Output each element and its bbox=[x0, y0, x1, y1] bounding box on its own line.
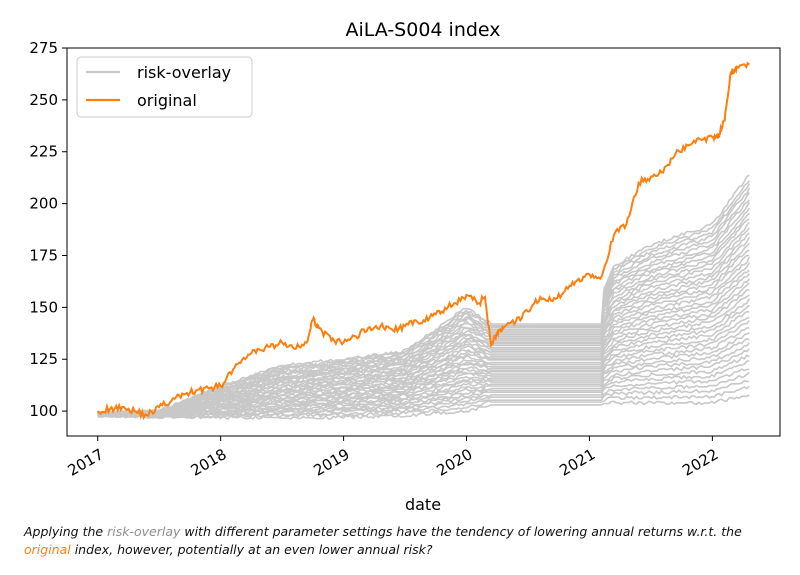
x-tick-label: 2022 bbox=[679, 445, 721, 480]
y-tick-label: 125 bbox=[29, 350, 58, 368]
y-tick-label: 150 bbox=[29, 298, 58, 316]
legend-box bbox=[76, 56, 253, 118]
legend-risk-overlay-label: risk-overlay bbox=[137, 63, 231, 82]
risk-overlay-line bbox=[97, 256, 751, 416]
risk-overlay-line bbox=[97, 379, 750, 419]
risk-overlay-line bbox=[97, 174, 750, 415]
risk-overlay-line bbox=[97, 298, 751, 418]
x-tick-label: 2018 bbox=[188, 445, 230, 480]
legend-original-label: original bbox=[137, 91, 197, 110]
plot-frame bbox=[66, 47, 781, 437]
x-axis-label: date bbox=[405, 495, 441, 514]
x-tick-label: 2019 bbox=[311, 445, 353, 480]
caption-part-1: Applying the bbox=[24, 524, 108, 539]
risk-overlay-series bbox=[97, 174, 751, 420]
y-axis: 100 125 150 175 200 225 250 275 bbox=[29, 39, 67, 420]
chart-title: AiLA-S004 index bbox=[345, 19, 500, 41]
risk-overlay-line bbox=[97, 332, 750, 418]
x-tick-label: 2020 bbox=[433, 445, 475, 480]
original-series-line bbox=[96, 61, 750, 421]
risk-overlay-line bbox=[97, 304, 750, 417]
x-tick-label: 2021 bbox=[556, 445, 598, 480]
caption-original-term: original bbox=[24, 542, 71, 557]
chart: 100 125 150 175 200 225 250 275 2017 2018 2019 202… bbox=[29, 19, 781, 514]
y-tick-label: 275 bbox=[29, 39, 58, 57]
risk-overlay-line bbox=[97, 221, 750, 416]
x-axis: 2017 2018 2019 2020 2021 2022 bbox=[65, 436, 721, 480]
y-tick-label: 200 bbox=[29, 195, 58, 213]
x-tick-label: 2017 bbox=[65, 445, 107, 480]
caption-risk-overlay-term: risk-overlay bbox=[107, 524, 181, 539]
y-tick-label: 100 bbox=[29, 402, 58, 420]
legend: risk-overlay original bbox=[76, 56, 253, 118]
caption-part-2: with different parameter settings have t… bbox=[180, 524, 742, 539]
caption-part-3: index, however, potentially at an even l… bbox=[70, 542, 433, 557]
y-tick-label: 225 bbox=[29, 143, 58, 161]
y-tick-label: 250 bbox=[29, 91, 58, 109]
figure-caption: Applying the risk-overlay with different… bbox=[24, 523, 784, 559]
y-tick-label: 175 bbox=[29, 246, 58, 264]
risk-overlay-line bbox=[97, 289, 750, 417]
